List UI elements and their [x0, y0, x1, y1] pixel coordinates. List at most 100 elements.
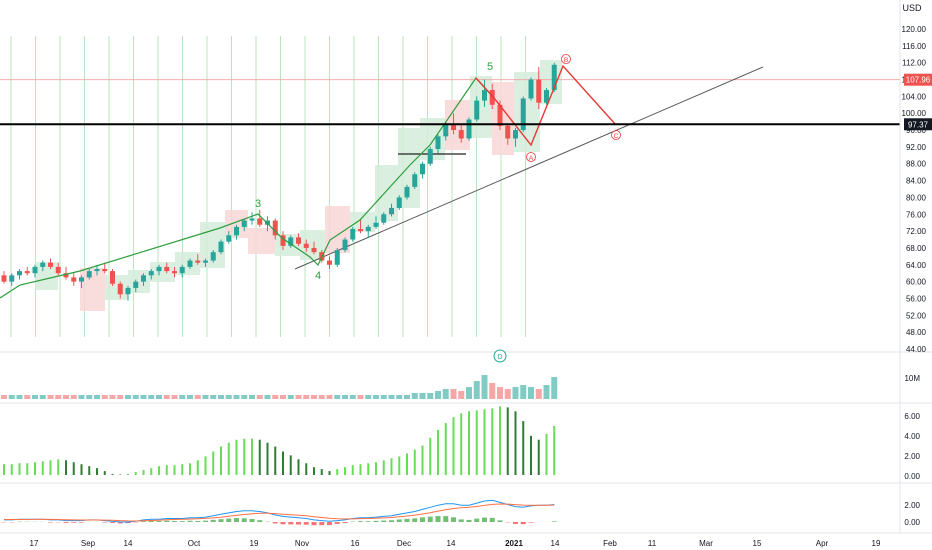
macd-histogram-bar	[303, 522, 309, 525]
volume-bar	[357, 395, 364, 399]
volume-bar	[202, 395, 209, 399]
wave-label-4: 4	[315, 270, 321, 282]
volume-bar	[481, 375, 488, 399]
candle-body	[1, 275, 7, 282]
macd-histogram-bar	[156, 521, 162, 522]
candle	[48, 258, 53, 269]
volume-bar	[380, 395, 387, 399]
volume-bar	[63, 395, 69, 399]
volume-bar	[349, 395, 356, 399]
macd-tick-label: 0.00	[904, 518, 920, 527]
macd-histogram-bar	[451, 517, 456, 522]
candle	[179, 264, 185, 278]
candle	[195, 254, 201, 265]
candle-body	[551, 64, 557, 91]
candle-body	[513, 130, 518, 139]
volume-bar	[1, 395, 7, 399]
macd-histogram-bar	[203, 520, 208, 522]
candle-body	[241, 220, 247, 227]
candle-body	[396, 197, 402, 208]
volume-bar	[334, 395, 341, 399]
macd-histogram-bar	[327, 522, 332, 526]
macd-histogram-bar	[412, 518, 418, 522]
macd-histogram-bar	[420, 517, 425, 522]
volume-bar	[272, 395, 279, 399]
volume-bar	[94, 395, 100, 399]
price-tick-label: 64.00	[906, 261, 927, 270]
candle-body	[466, 119, 472, 139]
volume-bar	[458, 391, 465, 399]
candle-body	[71, 277, 77, 282]
volume-bar	[427, 393, 434, 399]
candle-body	[226, 235, 232, 242]
candle-body	[528, 79, 534, 99]
zone-box	[225, 210, 248, 238]
price-tick-label: 88.00	[906, 160, 927, 169]
candle	[226, 231, 232, 244]
candle-body	[272, 220, 278, 236]
macd-histogram-bar	[210, 519, 216, 522]
candle-body	[63, 273, 69, 278]
candle	[125, 285, 131, 301]
volume-bar	[373, 395, 379, 399]
price-tick-label: 96.00	[906, 126, 927, 135]
volume-bar	[179, 395, 186, 399]
macd-histogram-bar	[513, 522, 518, 524]
macd-histogram-bar	[551, 521, 557, 522]
macd-histogram-bar	[288, 522, 294, 525]
candle-body	[203, 260, 208, 263]
volume-bar	[450, 389, 457, 399]
macd-histogram-bar	[71, 522, 77, 523]
macd-histogram-bar	[474, 518, 480, 522]
volume-bar	[497, 387, 503, 399]
time-tick-label: 14	[551, 539, 560, 548]
impulse-wave-line	[0, 77, 495, 299]
candle-body	[311, 247, 317, 253]
time-axis[interactable]: 17 Sep 14 Oct 19 Nov 16 Dec 14 2021 14 Feb 11 Mar 15 Ap…	[30, 539, 881, 548]
zone-box	[375, 165, 398, 221]
time-tick-label: Sep	[81, 539, 96, 548]
candle-body	[482, 90, 487, 101]
volume-bar	[210, 395, 217, 399]
volume-bar	[264, 395, 271, 399]
candle-body	[187, 260, 193, 267]
candle	[458, 123, 464, 143]
candle-body	[141, 275, 146, 282]
macd-histogram-bar	[172, 520, 177, 522]
candle-body	[86, 271, 92, 278]
price-tick-label: 56.00	[906, 294, 927, 303]
candle-body	[148, 271, 154, 276]
candle-body	[32, 266, 38, 274]
volume-bar	[318, 395, 325, 399]
candle	[435, 134, 441, 154]
candle-body	[420, 163, 425, 175]
candle	[17, 269, 22, 280]
volume-bar	[295, 395, 302, 399]
volume-bar	[311, 395, 317, 399]
candle	[528, 77, 534, 101]
price-axis[interactable]: 120.00116.00112.00108.00104.00100.0096.0…	[902, 25, 932, 527]
macd-pane	[1, 499, 557, 526]
wave-label-C: C	[611, 130, 621, 140]
candle	[296, 233, 301, 246]
volume-bar	[55, 395, 62, 399]
volume-bar	[187, 395, 193, 399]
volume-bar	[528, 387, 534, 399]
support-price-tag: 97.37	[908, 120, 929, 129]
candle-body	[48, 262, 53, 267]
dividend-marker[interactable]: D	[493, 349, 507, 363]
volume-bar	[396, 395, 403, 399]
candle	[303, 239, 309, 253]
candle-body	[234, 226, 239, 236]
candle-body	[24, 271, 30, 274]
elliott-wave-lines[interactable]	[0, 64, 617, 299]
candle-body	[474, 100, 480, 120]
volume-bar	[442, 389, 449, 399]
price-tick-label: 112.00	[902, 59, 926, 68]
volume-pane	[1, 375, 558, 399]
candle	[172, 266, 177, 278]
price-tick-label: 68.00	[906, 244, 927, 253]
candle	[32, 264, 38, 278]
candle-body	[327, 260, 332, 265]
